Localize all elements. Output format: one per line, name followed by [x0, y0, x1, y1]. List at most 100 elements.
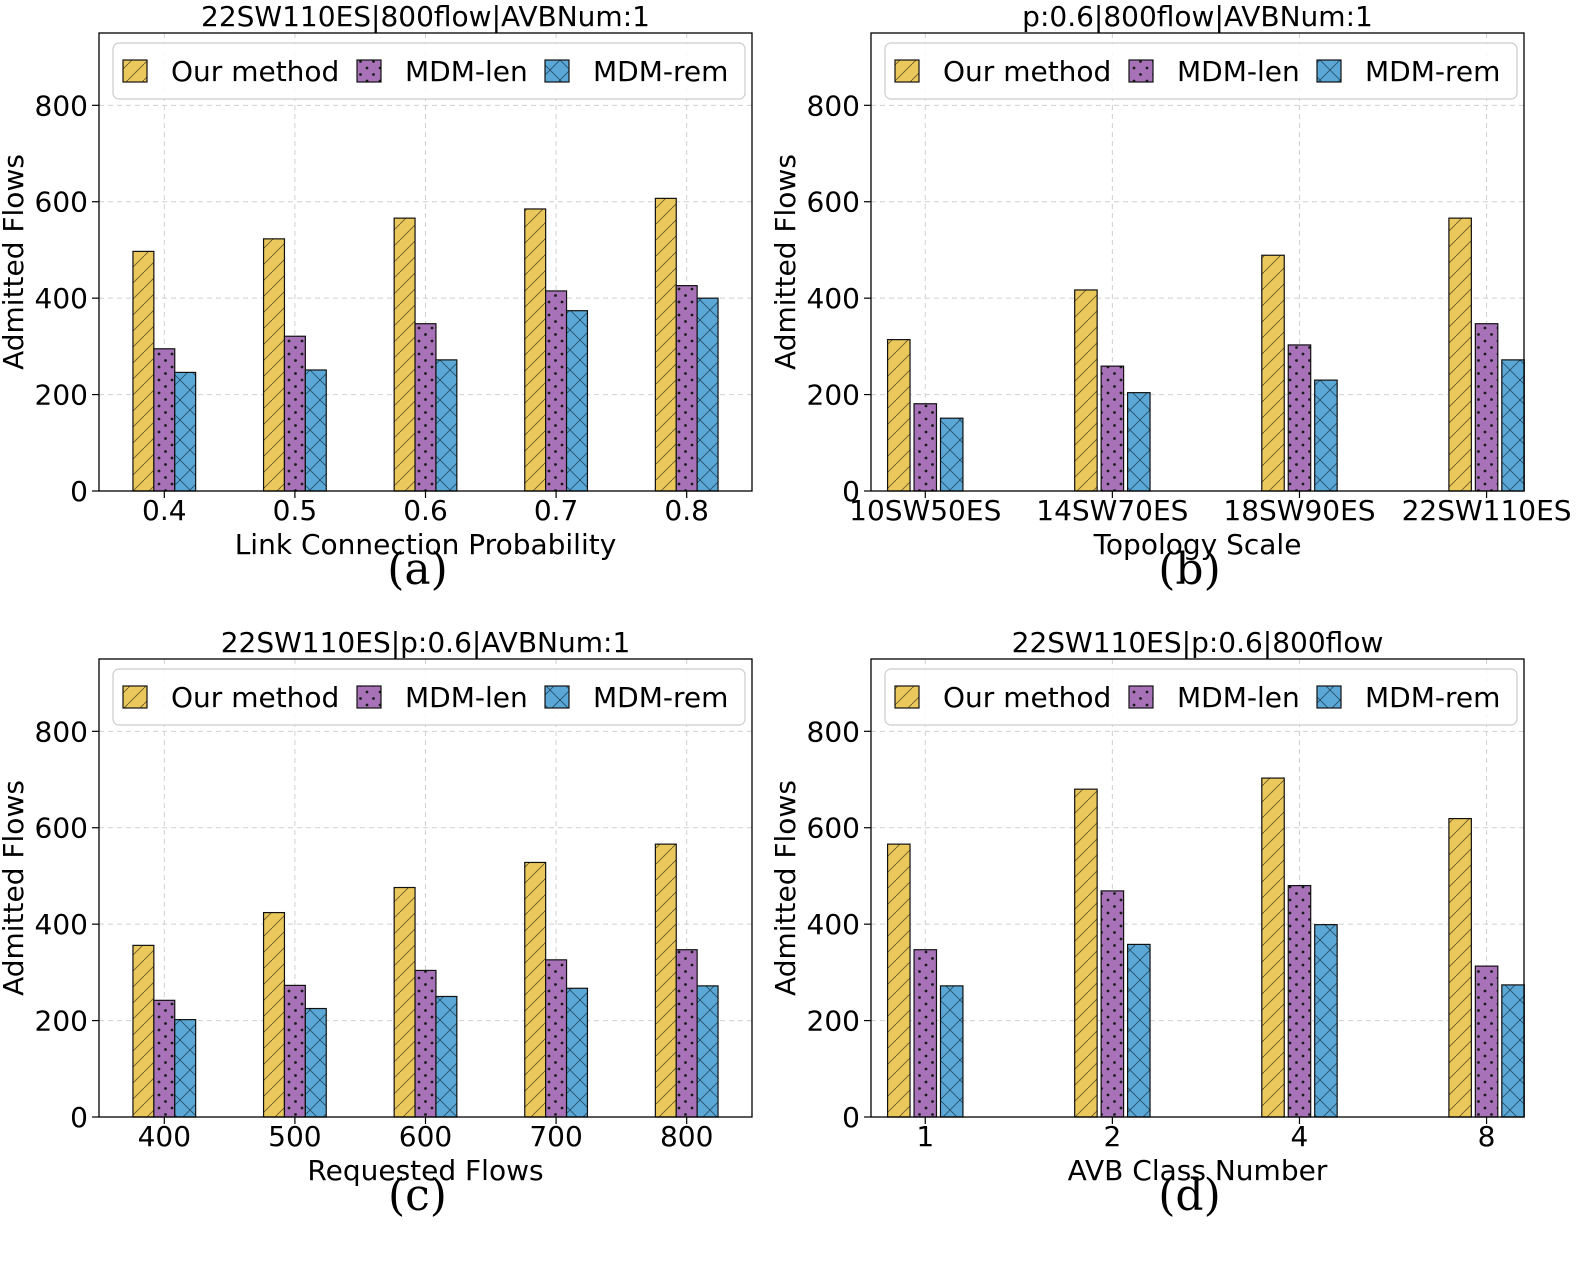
legend-swatch-pattern [122, 59, 148, 83]
bar-mdm-rem-800-pattern [696, 985, 719, 1118]
bar-mdm-rem-14sw70es-pattern [1126, 392, 1151, 492]
plot-frame [870, 32, 1525, 492]
legend-box [884, 42, 1518, 100]
panel-label: (b) [1158, 544, 1221, 595]
y-tick-label: 0 [842, 475, 860, 508]
y-tick-label: 800 [807, 89, 860, 122]
bar-our-method-0.7-pattern [524, 208, 547, 492]
plot-frame [870, 658, 1525, 1118]
bar-our-method-18sw90es-pattern [1261, 254, 1285, 492]
bar-mdm-len-10sw50es-pattern [913, 403, 938, 492]
bar-mdm-rem-2-pattern [1126, 943, 1151, 1118]
x-axis-label: Topology Scale [1093, 528, 1302, 561]
bar-mdm-rem-700-pattern [565, 987, 589, 1118]
bar-mdm-rem-0.7-pattern [565, 310, 589, 492]
y-tick-label: 200 [807, 379, 860, 412]
bar-mdm-rem-18sw90es-pattern [1314, 379, 1338, 492]
x-axis-label: AVB Class Number [1068, 1154, 1328, 1187]
x-ticks: 10SW50ES 14SW70ES 18SW90ES 22SW110ES [849, 491, 1572, 527]
bar-mdm-len-0.6-pattern [414, 323, 437, 492]
legend-swatch-pattern [894, 685, 920, 709]
legend-label-mdm-len: MDM-len [405, 681, 528, 714]
bar-our-method-0.5-pattern [262, 238, 286, 492]
legend-swatch-pattern [122, 685, 148, 709]
bar-our-method-10sw50es-pattern [886, 339, 911, 492]
y-tick-label: 400 [35, 282, 88, 315]
bar-mdm-rem-400-pattern [174, 1019, 197, 1118]
legend-swatch-pattern [544, 685, 570, 709]
gridlines [871, 33, 1524, 492]
bar-mdm-len-700-pattern [545, 959, 568, 1118]
legend-swatch-pattern [1128, 685, 1154, 709]
bar-mdm-len-18sw90es-pattern [1287, 344, 1312, 492]
bar-mdm-len-22sw110es-pattern [1474, 323, 1499, 492]
y-tick-label: 400 [807, 282, 860, 315]
y-tick-label: 0 [70, 1101, 88, 1134]
bar-our-method-2-pattern [1074, 788, 1098, 1118]
gridlines [871, 659, 1524, 1118]
bar-mdm-len-2-pattern [1100, 890, 1125, 1118]
x-tick-label: 14SW70ES [1036, 494, 1188, 527]
legend-box [112, 668, 746, 726]
bar-mdm-rem-0.6-pattern [435, 359, 458, 492]
y-tick-label: 600 [35, 812, 88, 845]
legend-label-mdm-rem: MDM-rem [593, 55, 728, 88]
legend-label-our-method: Our method [171, 681, 339, 714]
bar-our-method-700-pattern [524, 861, 547, 1118]
x-tick-label: 0.5 [273, 494, 318, 527]
bar-mdm-len-0.7-pattern [545, 290, 568, 492]
bar-our-method-4-pattern [1261, 777, 1285, 1118]
panel-label: (a) [387, 544, 448, 595]
legend: Our method MDM-len MDM-rem [884, 42, 1518, 100]
legend-swatch-pattern [356, 685, 382, 709]
y-ticks: 0 200 400 600 800 [35, 715, 99, 1134]
chart-title: 22SW110ES|p:0.6|AVBNum:1 [221, 626, 631, 659]
legend-label-mdm-rem: MDM-rem [593, 681, 728, 714]
x-tick-label: 8 [1478, 1120, 1496, 1153]
y-tick-label: 600 [807, 186, 860, 219]
legend-label-mdm-len: MDM-len [405, 55, 528, 88]
legend-swatch-pattern [1316, 685, 1342, 709]
bar-mdm-rem-600-pattern [435, 995, 458, 1118]
bar-our-method-0.8-pattern [654, 197, 677, 492]
y-tick-label: 200 [807, 1005, 860, 1038]
y-tick-label: 800 [807, 715, 860, 748]
bar-mdm-rem-0.4-pattern [174, 371, 197, 492]
bar-our-method-14sw70es-pattern [1074, 289, 1098, 492]
legend: Our method MDM-len MDM-rem [884, 668, 1518, 726]
chart-panel-a: 0 200 400 600 800 0.4 0.5 0.6 0.7 0.8 22SW110ES|80… [0, 0, 753, 595]
panel-label: (d) [1158, 1170, 1221, 1221]
legend-label-mdm-rem: MDM-rem [1365, 681, 1500, 714]
bar-mdm-len-4-pattern [1287, 884, 1312, 1118]
y-tick-label: 600 [35, 186, 88, 219]
bar-mdm-rem-0.8-pattern [696, 297, 719, 492]
bar-mdm-rem-1-pattern [939, 985, 964, 1118]
x-tick-label: 700 [529, 1120, 582, 1153]
x-ticks: 0.4 0.5 0.6 0.7 0.8 [142, 491, 709, 527]
chart-panel-b: 0 200 400 600 800 10SW50ES 14SW70ES 18SW90ES 22S… [769, 0, 1572, 595]
bar-mdm-rem-8-pattern [1501, 984, 1525, 1118]
x-tick-label: 600 [399, 1120, 452, 1153]
legend-swatch-pattern [1316, 59, 1342, 83]
bar-our-method-600-pattern [393, 886, 416, 1118]
legend-label-mdm-rem: MDM-rem [1365, 55, 1500, 88]
bar-mdm-rem-10sw50es-pattern [939, 417, 964, 492]
x-tick-label: 0.8 [664, 494, 709, 527]
y-ticks: 0 200 400 600 800 [807, 89, 871, 508]
bars [132, 843, 719, 1118]
y-tick-label: 200 [35, 379, 88, 412]
bar-our-method-22sw110es-pattern [1448, 217, 1472, 492]
y-tick-label: 0 [842, 1101, 860, 1134]
y-tick-label: 200 [35, 1005, 88, 1038]
y-tick-label: 0 [70, 475, 88, 508]
x-ticks: 1 2 4 8 [916, 1117, 1495, 1153]
y-axis-label: Admitted Flows [0, 154, 30, 370]
bars [132, 197, 719, 492]
x-tick-label: 0.6 [403, 494, 448, 527]
bar-our-method-400-pattern [132, 944, 155, 1118]
legend: Our method MDM-len MDM-rem [112, 668, 746, 726]
legend-swatch-pattern [544, 59, 570, 83]
x-tick-label: 500 [268, 1120, 321, 1153]
panel-label: (c) [388, 1170, 447, 1221]
